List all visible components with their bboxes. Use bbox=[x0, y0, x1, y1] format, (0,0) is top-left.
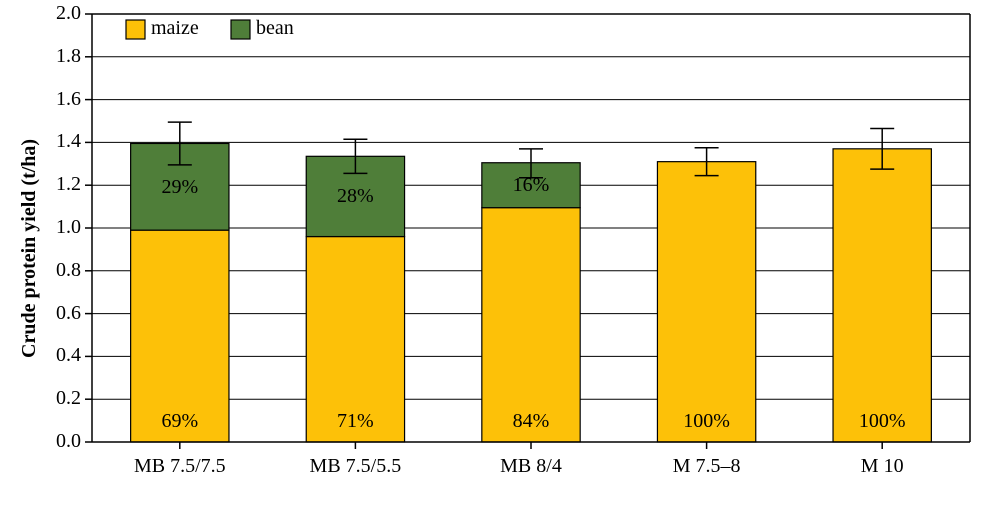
legend-label-bean: bean bbox=[256, 17, 294, 40]
x-category-label: MB 7.5/5.5 bbox=[268, 455, 444, 478]
legend-label-maize: maize bbox=[151, 17, 199, 40]
y-tick-label: 1.2 bbox=[56, 173, 81, 196]
x-category-label: MB 7.5/7.5 bbox=[92, 455, 268, 478]
protein-yield-chart: 0.0 0.2 0.4 0.6 0.8 1.0 1.2 1.4 1.6 1.8 2.0 MB 7.5/… bbox=[0, 0, 998, 501]
x-category-label: M 7.5–8 bbox=[619, 455, 795, 478]
y-tick-label: 0.4 bbox=[56, 344, 81, 367]
y-tick-label: 1.0 bbox=[56, 216, 81, 239]
y-tick-label: 2.0 bbox=[56, 2, 81, 25]
y-tick-label: 0.6 bbox=[56, 302, 81, 325]
x-category-label: M 10 bbox=[794, 455, 970, 478]
chart-canvas bbox=[0, 0, 998, 501]
y-tick-label: 0.8 bbox=[56, 259, 81, 282]
y-tick-label: 1.4 bbox=[56, 130, 81, 153]
y-tick-label: 0.2 bbox=[56, 387, 81, 410]
y-axis-title: Crude protein yield (t/ha) bbox=[18, 139, 41, 358]
y-tick-label: 1.8 bbox=[56, 45, 81, 68]
y-tick-label: 1.6 bbox=[56, 88, 81, 111]
x-category-label: MB 8/4 bbox=[443, 455, 619, 478]
y-tick-label: 0.0 bbox=[56, 430, 81, 453]
